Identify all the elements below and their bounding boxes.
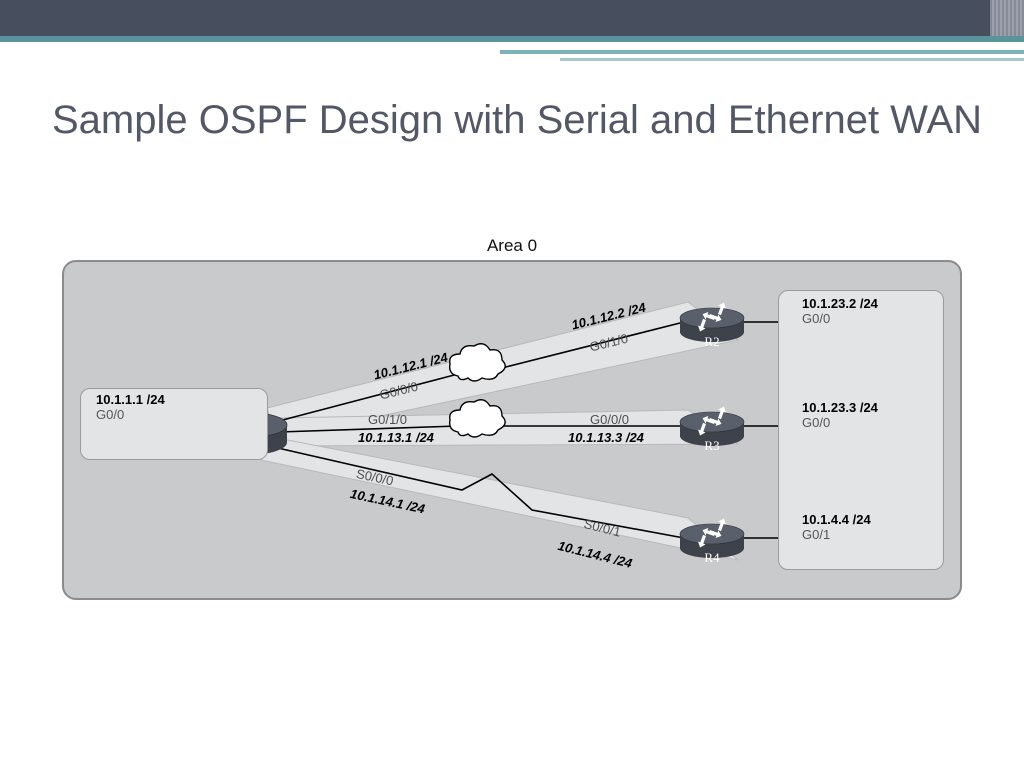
wan-cloud-icon [450, 400, 506, 437]
accent-line-2 [500, 50, 1024, 54]
svg-text:R3: R3 [704, 438, 719, 453]
link-ip-label: 10.1.13.3 /24 [568, 430, 644, 445]
lan-ip: 10.1.4.4 /24 [802, 512, 871, 527]
lan-segment: 10.1.23.2 /24G0/0 [802, 296, 878, 326]
accent-line-3 [560, 58, 1024, 61]
header-stripes [990, 0, 1024, 36]
lan-ip: 10.1.1.1 /24 [96, 392, 165, 407]
accent-line-1 [0, 36, 1024, 42]
link-beam [261, 436, 738, 560]
slide: Sample OSPF Design with Serial and Ether… [0, 0, 1024, 768]
page-title: Sample OSPF Design with Serial and Ether… [52, 98, 984, 142]
lan-segment: 10.1.23.3 /24G0/0 [802, 400, 878, 430]
lan-ip: 10.1.23.2 /24 [802, 296, 878, 311]
header-band [0, 0, 1024, 36]
link-interface-label: G0/1/0 [368, 412, 407, 427]
lan-interface: G0/0 [802, 415, 878, 430]
lan-segment: 10.1.1.1 /24G0/0 [96, 392, 165, 422]
lan-segment: 10.1.4.4 /24G0/1 [802, 512, 871, 542]
wan-cloud-icon [450, 344, 506, 381]
lan-interface: G0/0 [96, 407, 165, 422]
svg-text:R2: R2 [704, 334, 719, 349]
link-interface-label: G0/0/0 [590, 412, 629, 427]
area-label: Area 0 [487, 236, 537, 256]
lan-ip: 10.1.23.3 /24 [802, 400, 878, 415]
link-ip-label: 10.1.13.1 /24 [358, 430, 434, 445]
lan-interface: G0/1 [802, 527, 871, 542]
network-diagram: Area 0 R1R2R3R4 10.1.1.1 /24G0/010.1.23.… [62, 260, 962, 600]
svg-text:R4: R4 [704, 550, 720, 565]
lan-interface: G0/0 [802, 311, 878, 326]
